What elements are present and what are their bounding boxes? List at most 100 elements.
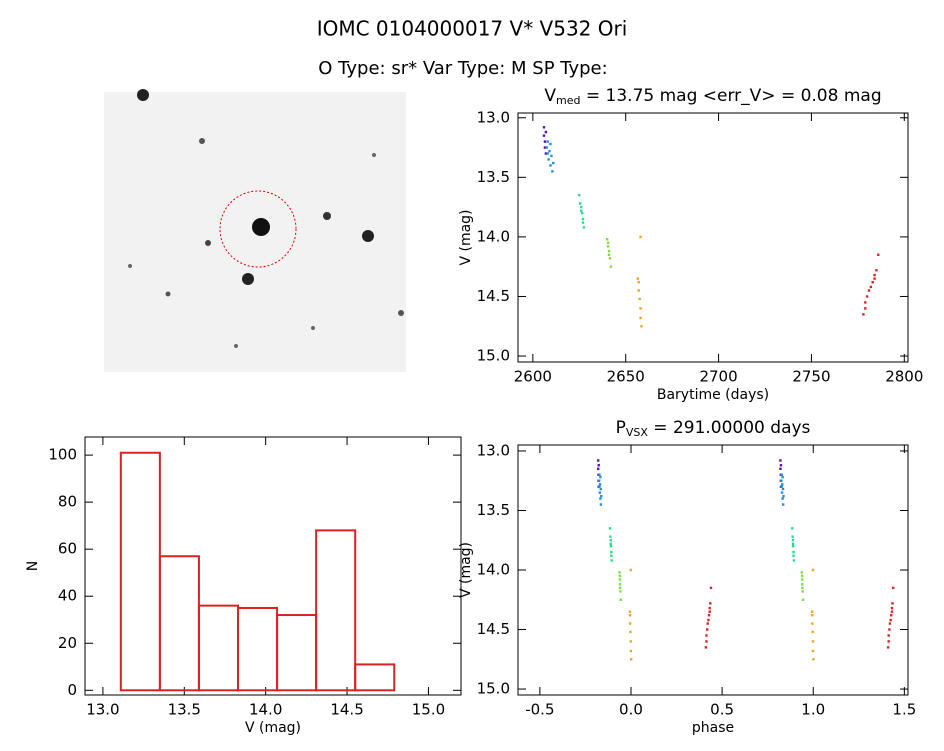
y-tick-label: 14.0: [477, 561, 510, 579]
title-part: = 13.75 mag <err_V> = 0.08 mag: [580, 86, 881, 106]
x-axis-label: V (mag): [245, 720, 301, 736]
data-point: [618, 583, 622, 586]
data-point: [888, 622, 892, 625]
x-tick-label: 1.0: [801, 701, 825, 719]
data-point: [704, 646, 708, 649]
data-point: [549, 142, 552, 146]
data-point: [610, 554, 613, 557]
x-tick-label: 2700: [699, 368, 737, 386]
histogram-bar: [197, 604, 240, 692]
data-point: [618, 586, 622, 590]
histogram-bar: [354, 663, 396, 692]
data-point: [779, 459, 782, 462]
data-point: [801, 598, 805, 601]
data-point: [543, 146, 547, 149]
data-point: [542, 134, 546, 137]
data-point: [791, 542, 795, 546]
y-tick-label: 13.0: [477, 441, 510, 459]
y-axis-label: N: [25, 561, 41, 571]
x-tick-label: 2600: [514, 368, 552, 386]
x-tick-label: 14.5: [330, 701, 363, 719]
star: [137, 89, 149, 101]
y-tick-label: 80: [58, 493, 77, 511]
data-point: [867, 289, 871, 292]
data-point: [871, 280, 874, 284]
star: [323, 212, 331, 220]
data-point: [609, 535, 612, 538]
data-point: [544, 130, 548, 134]
data-point: [889, 618, 892, 622]
x-tick-label: -0.5: [525, 701, 554, 719]
data-point: [780, 485, 783, 488]
data-point: [869, 285, 873, 289]
data-point: [544, 152, 548, 155]
data-point: [579, 209, 583, 212]
data-point: [609, 265, 613, 268]
y-tick-label: 15.0: [477, 347, 510, 365]
y-tick-label: 14.5: [477, 620, 510, 638]
data-point: [779, 467, 782, 471]
data-point: [781, 475, 784, 479]
data-point: [545, 146, 548, 149]
data-point: [780, 491, 784, 494]
x-tick-label: 1.5: [892, 701, 916, 719]
page-title: IOMC 0104000017 V* V532 Ori: [317, 17, 628, 41]
y-tick-label: 60: [58, 540, 77, 558]
x-tick-label: 15.0: [412, 701, 445, 719]
data-point: [705, 628, 709, 631]
y-tick-label: 14.5: [477, 287, 510, 305]
title-part: med: [556, 94, 580, 107]
data-point: [582, 226, 586, 229]
data-point: [780, 473, 783, 476]
x-axis-label: Barytime (days): [657, 387, 769, 403]
data-point: [639, 307, 642, 310]
y-tick-label: 100: [48, 446, 77, 464]
data-point: [708, 606, 711, 610]
data-point: [865, 295, 869, 298]
x-tick-label: 0.5: [710, 701, 734, 719]
data-point: [791, 527, 794, 530]
y-tick-label: 13.5: [477, 501, 510, 519]
y-axis-label: V (mag): [458, 542, 474, 598]
data-point: [543, 140, 547, 143]
data-point: [639, 316, 642, 320]
data-point: [864, 301, 867, 304]
page-subtitle: O Type: sr* Var Type: M SP Type:: [318, 58, 607, 79]
data-point: [791, 535, 794, 538]
data-point: [781, 483, 784, 486]
data-point: [892, 586, 895, 590]
data-point: [579, 205, 583, 209]
data-point: [781, 497, 784, 500]
data-point: [599, 475, 602, 479]
y-tick-label: 13.5: [477, 168, 510, 186]
chart-title: PVSX = 291.00000 days: [616, 418, 811, 439]
data-point: [607, 253, 611, 256]
data-point: [552, 161, 555, 165]
x-tick-label: 2800: [885, 368, 923, 386]
data-point: [792, 550, 795, 554]
data-point: [546, 152, 549, 155]
data-point: [581, 221, 585, 224]
data-point: [801, 586, 804, 590]
histogram-bar: [315, 529, 357, 692]
star: [252, 218, 270, 236]
data-point: [791, 539, 795, 542]
data-point: [811, 649, 815, 653]
data-point: [780, 479, 783, 482]
data-point: [792, 559, 796, 562]
data-point: [708, 610, 711, 613]
histogram-bar: [158, 555, 200, 692]
plot-frame: [517, 444, 909, 696]
data-point: [606, 245, 610, 248]
data-point: [598, 473, 601, 476]
data-point: [864, 307, 867, 310]
data-point: [599, 503, 603, 506]
histogram-bar: [276, 614, 318, 692]
data-point: [608, 527, 612, 530]
data-point: [706, 622, 709, 625]
data-point: [629, 630, 632, 634]
data-point: [542, 126, 546, 129]
data-point: [792, 554, 795, 557]
target-circle: [219, 190, 297, 268]
histogram-bar: [119, 451, 161, 692]
